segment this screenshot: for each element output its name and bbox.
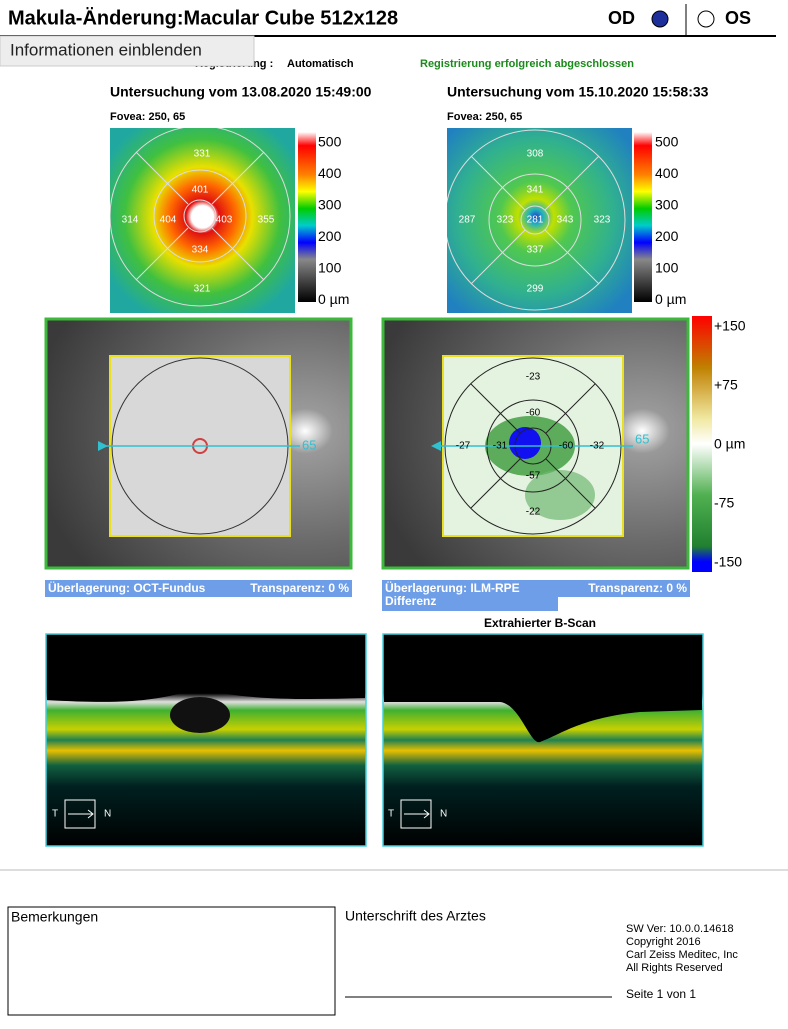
sector-value: 404	[160, 215, 177, 226]
registration-value: Automatisch	[287, 58, 354, 70]
difference-center	[509, 427, 541, 459]
scale-label: -75	[714, 495, 734, 511]
orientation-icon	[64, 799, 432, 829]
color-bar	[634, 132, 652, 302]
bscan-cysts	[170, 697, 230, 733]
od-radio[interactable]	[651, 10, 669, 28]
scale-label: 0 µm	[714, 436, 745, 452]
os-radio[interactable]	[697, 10, 715, 28]
scan-offset: 65	[635, 431, 649, 446]
thickness-map	[447, 128, 632, 313]
sector-value: 281	[527, 215, 544, 226]
thickness-map	[110, 128, 295, 313]
overlay-bar	[382, 580, 690, 597]
scan-arrow	[431, 441, 441, 451]
transparency-label: Transparenz: 0 %	[250, 581, 349, 595]
sector-value: 401	[192, 185, 209, 196]
sector-value: 343	[557, 215, 574, 226]
scan-offset: 65	[302, 437, 316, 452]
orientation-n: N	[104, 809, 111, 820]
sector-value: 403	[216, 215, 233, 226]
overlay-bar	[45, 580, 352, 597]
tooltip-text: Informationen einblenden	[10, 40, 202, 59]
overlay-label: Überlagerung: ILM-RPE Differenz	[385, 580, 520, 608]
software-info: Copyright 2016	[626, 936, 701, 948]
sector-value: -57	[526, 471, 541, 482]
os-label: OS	[725, 8, 751, 28]
sector-value: 299	[527, 284, 544, 295]
difference-area	[525, 470, 595, 520]
exam-heading: Untersuchung vom 13.08.2020 15:49:00	[110, 84, 372, 100]
scale-label: 300	[318, 197, 342, 213]
remarks-box	[7, 906, 336, 1016]
sector-value: 355	[258, 215, 275, 226]
color-bar	[692, 316, 712, 572]
page-number: Seite 1 von 1	[626, 987, 696, 1001]
sector-value: -22	[526, 507, 541, 518]
od-label: OD	[608, 8, 635, 28]
scale-label: 100	[318, 260, 342, 276]
sector-value: 341	[527, 185, 544, 196]
scale-label: -150	[714, 554, 742, 570]
sector-value: -27	[456, 441, 471, 452]
transparency-label: Transparenz: 0 %	[588, 581, 687, 595]
bscan-shape	[47, 688, 365, 702]
bscan-shape	[384, 690, 702, 743]
scale-label: 100	[655, 260, 679, 276]
sector-value: -23	[526, 372, 541, 383]
software-info: Carl Zeiss Meditec, Inc	[626, 949, 738, 961]
scale-label: 500	[318, 134, 342, 150]
scale-label: 0 µm	[655, 291, 686, 307]
scale-label: 0 µm	[318, 291, 349, 307]
orientation-t: T	[52, 809, 58, 820]
overlay-label: Überlagerung: ILM-RPE	[385, 580, 520, 595]
scale-label: 200	[318, 228, 342, 244]
software-info: SW Ver: 10.0.0.14618	[626, 923, 734, 935]
scale-label: 400	[318, 165, 342, 181]
software-info: All Rights Reserved	[626, 962, 723, 974]
scale-label: 500	[655, 134, 679, 150]
scan-arrow	[98, 441, 108, 451]
exam-heading: Untersuchung vom 15.10.2020 15:58:33	[447, 84, 709, 100]
sector-value: 323	[594, 215, 611, 226]
scale-label: 300	[655, 197, 679, 213]
sector-value: 287	[459, 215, 476, 226]
remarks-label: Bemerkungen	[11, 909, 98, 925]
tooltip	[0, 35, 255, 67]
orientation-t: T	[388, 809, 394, 820]
scale-label: 400	[655, 165, 679, 181]
sector-value: 314	[122, 215, 139, 226]
sector-value: 334	[192, 245, 209, 256]
fovea: Fovea: 250, 65	[110, 111, 185, 123]
sector-value: -60	[559, 441, 574, 452]
sector-value: 323	[497, 215, 514, 226]
overlay-bar	[382, 597, 558, 611]
sector-value: -60	[526, 408, 541, 419]
sector-value: -32	[590, 441, 605, 452]
title: Makula-Änderung:Macular Cube 512x128	[8, 6, 398, 29]
signature-label: Unterschrift des Arztes	[345, 908, 486, 924]
color-bar	[298, 132, 316, 302]
sector-value: 321	[194, 284, 211, 295]
sector-value: 308	[527, 149, 544, 160]
overlay-label: Überlagerung: OCT-Fundus	[48, 580, 206, 595]
registration-status: Registrierung erfolgreich abgeschlossen	[420, 58, 634, 70]
fovea: Fovea: 250, 65	[447, 111, 522, 123]
sector-value: 337	[527, 245, 544, 256]
overlay-label: Differenz	[385, 594, 436, 608]
bscan-image	[45, 633, 367, 847]
sector-value: -31	[493, 441, 508, 452]
scale-label: +75	[714, 377, 738, 393]
bscan-title: Extrahierter B-Scan	[484, 616, 596, 630]
orientation-n: N	[440, 809, 447, 820]
sector-value: 331	[194, 149, 211, 160]
scale-label: 200	[655, 228, 679, 244]
scale-label: +150	[714, 318, 746, 334]
